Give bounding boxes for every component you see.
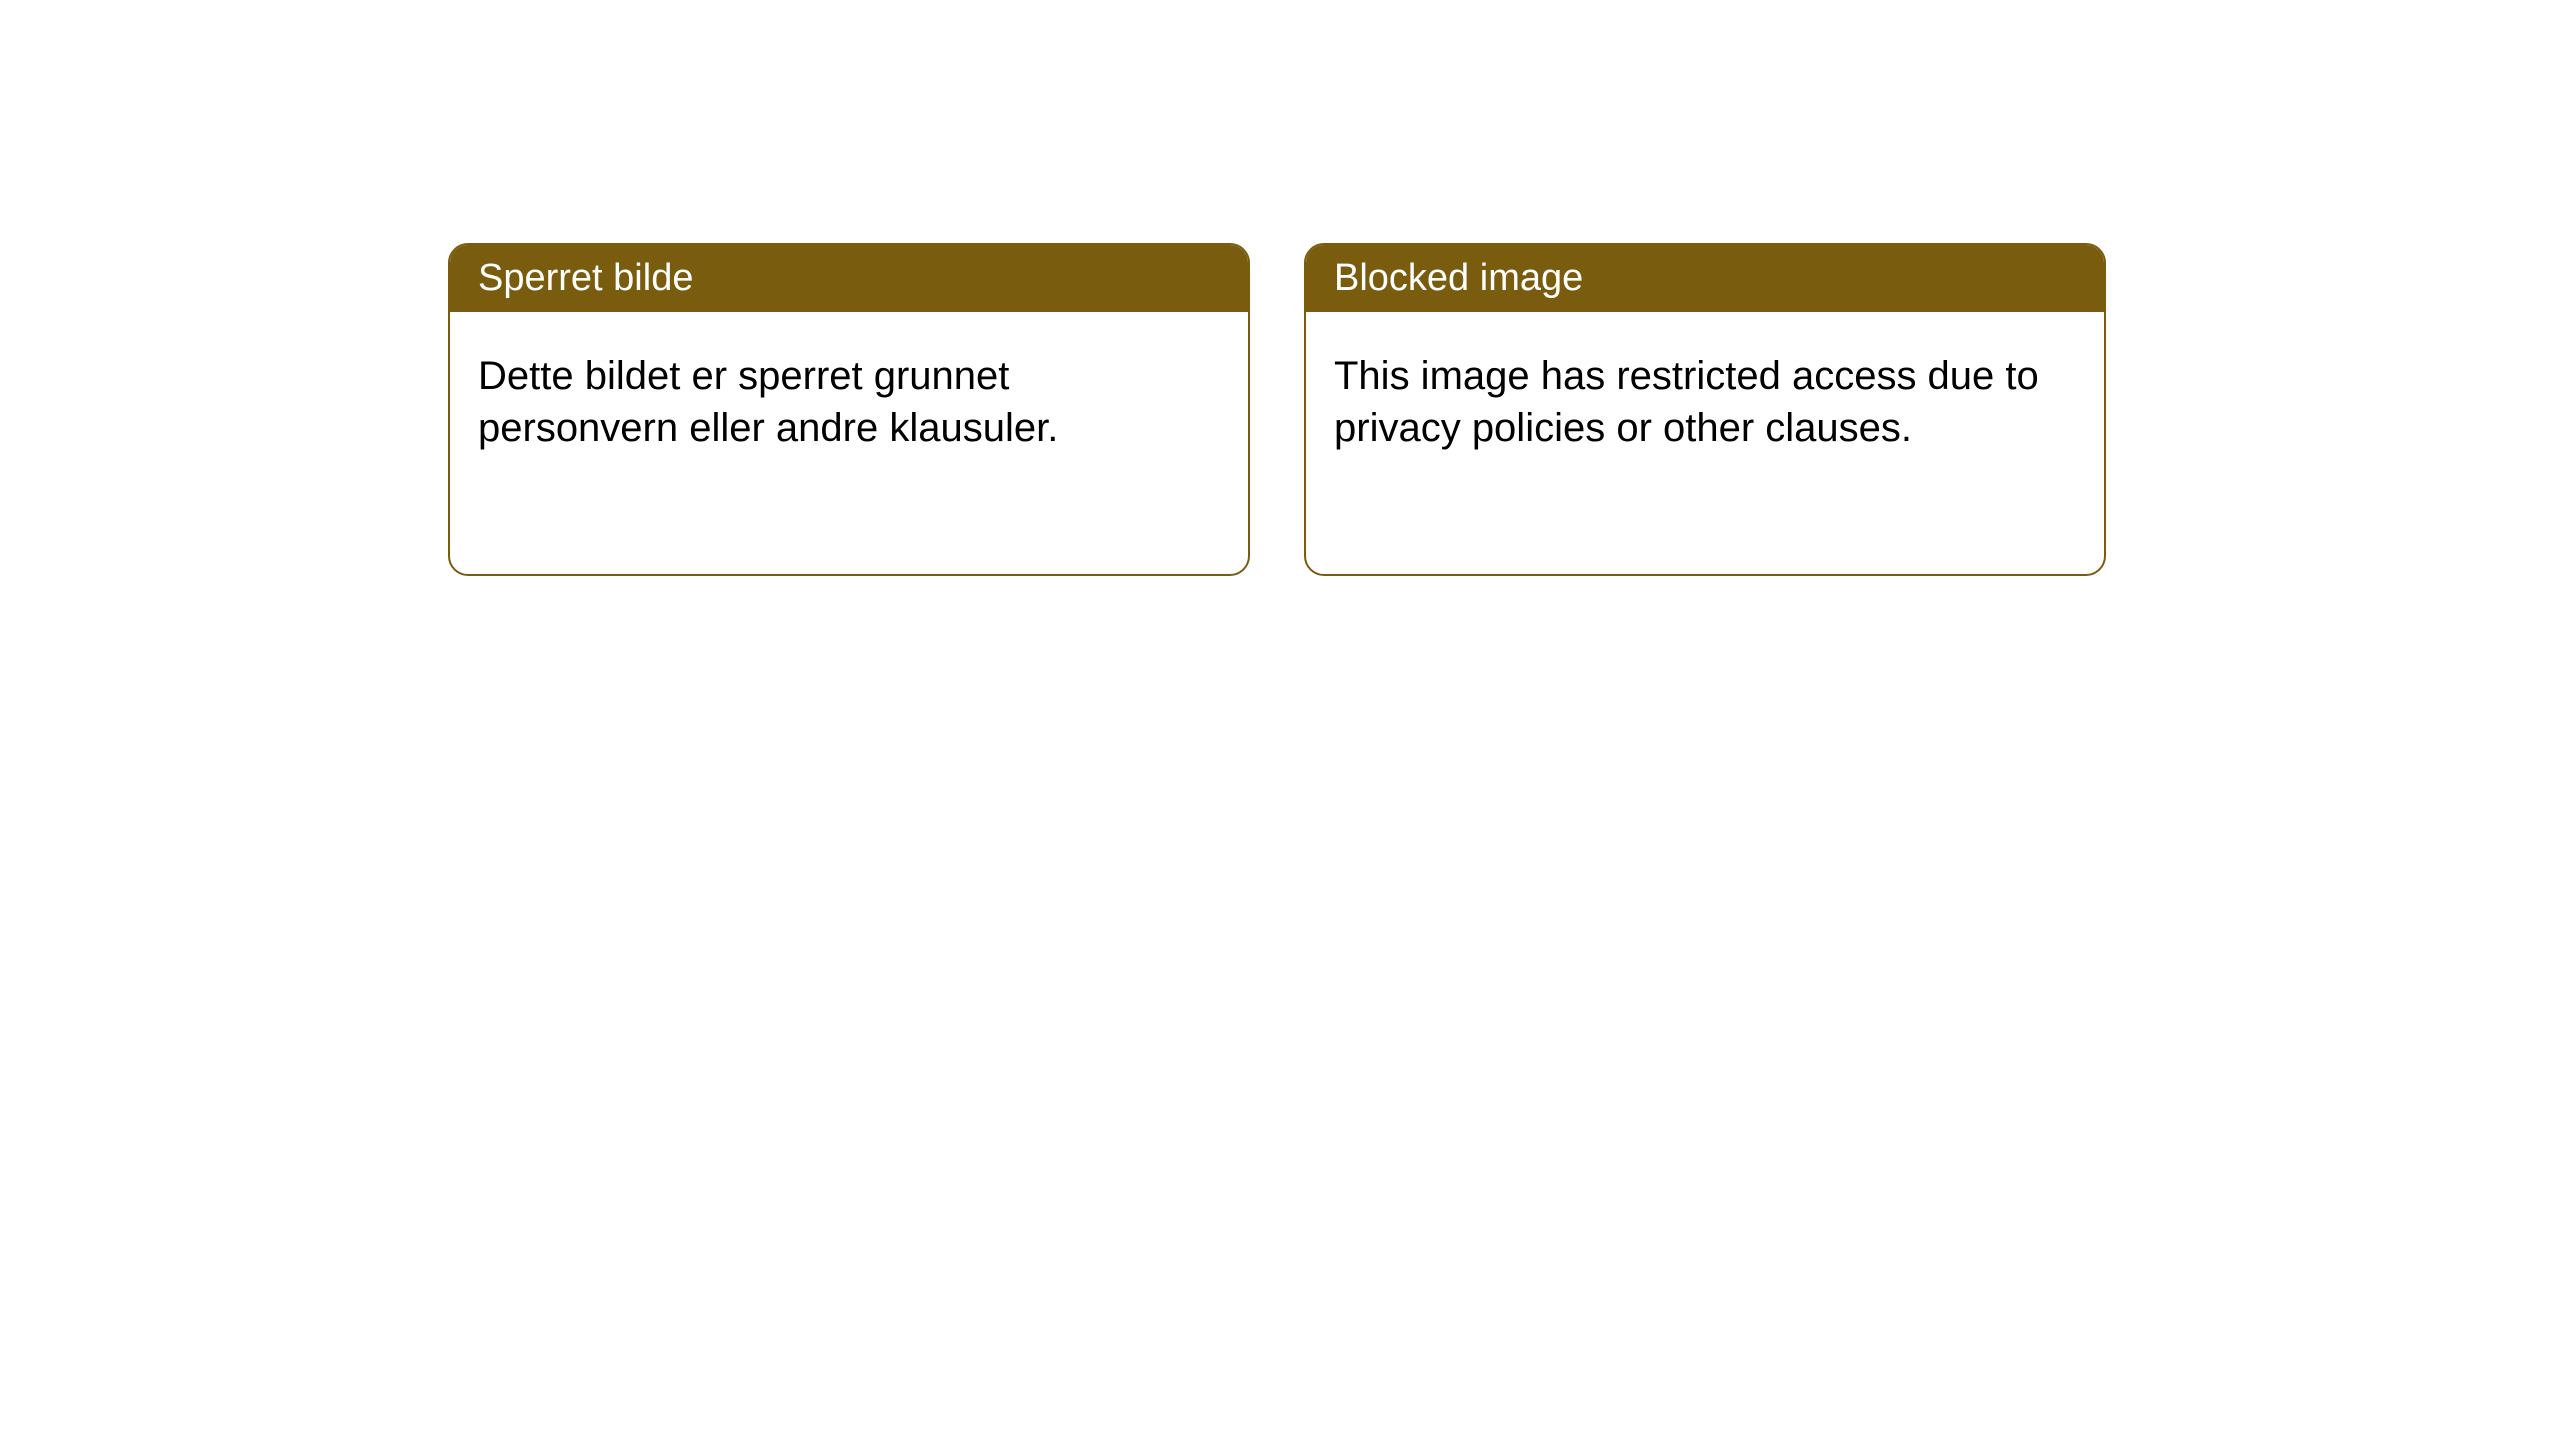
card-body: Dette bildet er sperret grunnet personve…	[450, 312, 1248, 492]
card-title: Sperret bilde	[478, 257, 693, 299]
blocked-image-card-en: Blocked image This image has restricted …	[1304, 243, 2106, 576]
card-title: Blocked image	[1334, 257, 1583, 299]
card-body-text: This image has restricted access due to …	[1334, 354, 2039, 450]
blocked-image-card-no: Sperret bilde Dette bildet er sperret gr…	[448, 243, 1250, 576]
cards-container: Sperret bilde Dette bildet er sperret gr…	[0, 0, 2560, 576]
card-header: Blocked image	[1306, 245, 2104, 312]
card-body: This image has restricted access due to …	[1306, 312, 2104, 492]
card-header: Sperret bilde	[450, 245, 1248, 312]
card-body-text: Dette bildet er sperret grunnet personve…	[478, 354, 1058, 450]
